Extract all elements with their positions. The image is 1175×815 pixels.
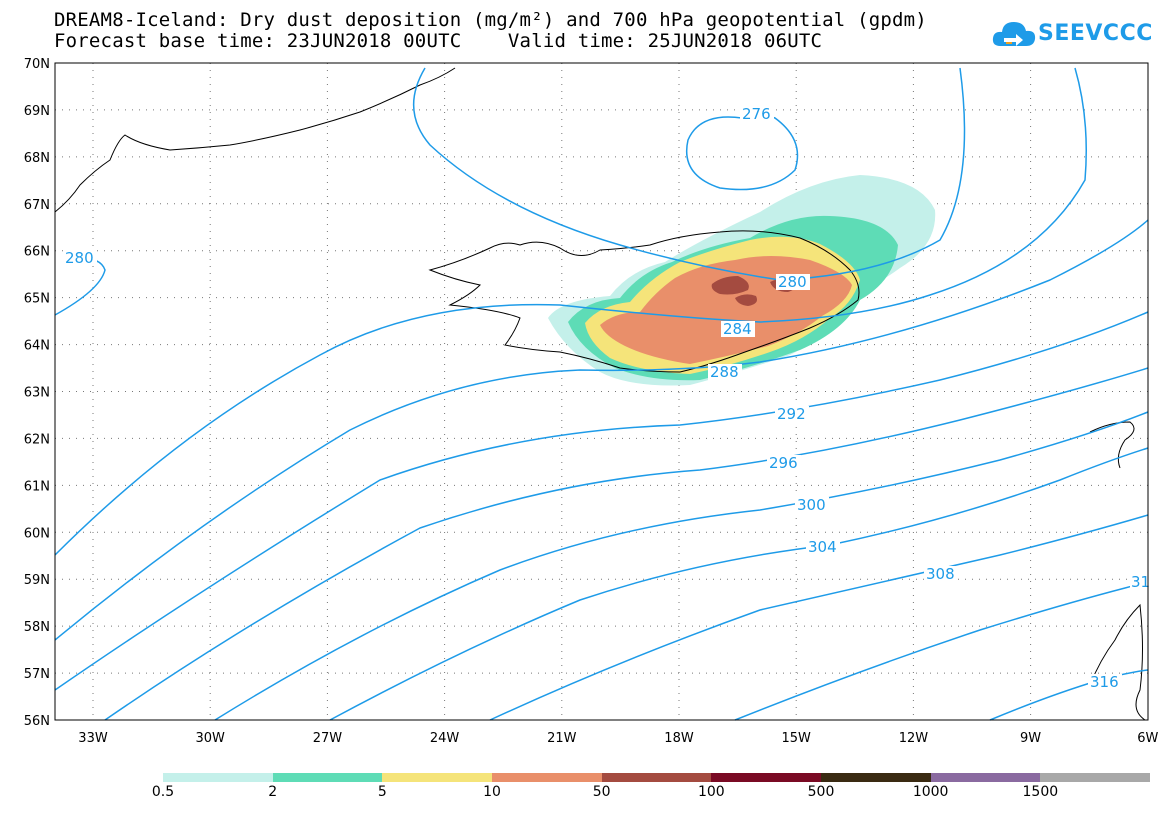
iceland-coast (428, 230, 860, 373)
contour-296 (104, 367, 1149, 721)
geopotential-contours (54, 67, 1149, 721)
legend-label: 100 (697, 784, 725, 800)
lat-tick-label: 70N (24, 57, 50, 72)
cloud-arrow-icon (992, 22, 1036, 46)
contour-label: 276 (742, 105, 771, 123)
legend-swatch (382, 773, 493, 782)
legend-label: 50 (592, 784, 611, 800)
legend-labels: 0.5 2 5 10 50 100 500 1000 1500 (0, 784, 1175, 804)
legend-swatch (711, 773, 822, 782)
lat-tick-label: 56N (24, 714, 50, 729)
legend-label: 1500 (1022, 784, 1059, 800)
lon-tick-label: 18W (664, 731, 694, 746)
lat-tick-label: 61N (24, 479, 50, 494)
contour-label: 300 (797, 496, 826, 514)
map-title: DREAM8-Iceland: Dry dust deposition (mg/… (54, 9, 927, 31)
lon-tick-label: 30W (195, 731, 225, 746)
greenland-coast (54, 67, 456, 213)
graticule (55, 63, 1148, 720)
contour-label: 304 (808, 538, 837, 556)
legend-label: 5 (377, 784, 387, 800)
contour-280-east (413, 67, 966, 281)
scotland-coast (1089, 603, 1146, 721)
logo-text: SEEVCCC (1038, 21, 1153, 46)
contour-292 (54, 311, 1149, 691)
lat-tick-label: 63N (24, 386, 50, 401)
map-subtitle: Forecast base time: 23JUN2018 00UTC Vali… (54, 30, 823, 52)
coastlines (54, 67, 1146, 721)
legend-label: 10 (483, 784, 501, 800)
lon-tick-label: 21W (547, 731, 577, 746)
legend-swatch (601, 773, 712, 782)
lon-labels: 33W 30W 27W 24W 21W 18W 15W 12W 9W 6W (78, 731, 1158, 746)
lon-tick-label: 33W (78, 731, 108, 746)
contour-284 (54, 67, 1087, 556)
contour-label: 316 (1090, 673, 1119, 691)
lon-tick-label: 6W (1137, 731, 1158, 746)
map-frame (54, 62, 1149, 721)
lon-tick-label: 9W (1020, 731, 1041, 746)
contour-288 (54, 219, 1149, 641)
lon-tick-label: 12W (899, 731, 929, 746)
lon-tick-label: 15W (781, 731, 811, 746)
contour-label: 280 (65, 249, 94, 267)
legend-label: 1000 (912, 784, 949, 800)
lat-tick-label: 66N (24, 245, 50, 260)
lat-tick-label: 65N (24, 292, 50, 307)
lat-tick-label: 59N (24, 573, 50, 588)
legend-label: 2 (268, 784, 278, 800)
legend-swatch (821, 773, 931, 782)
contour-label: 280 (778, 273, 807, 291)
lat-labels: 70N 69N 68N 67N 66N 65N 64N 63N 62N 61N 60N 59N 58N 5… (24, 57, 50, 729)
lat-tick-label: 67N (24, 198, 50, 213)
lat-tick-label: 64N (24, 339, 50, 354)
contour-276 (686, 114, 799, 191)
legend-label: 500 (807, 784, 835, 800)
contour-300 (214, 411, 1149, 721)
contour-label: 292 (777, 405, 806, 423)
lat-tick-label: 57N (24, 667, 50, 682)
legend-swatch (930, 773, 1041, 782)
contour-304 (329, 447, 1149, 721)
color-legend (163, 773, 1151, 782)
contour-label: 308 (926, 565, 955, 583)
contour-label: 284 (723, 320, 752, 338)
dust-deposition-field (548, 175, 936, 386)
legend-swatch (272, 773, 383, 782)
contour-label: 288 (710, 363, 739, 381)
contour-labels: 276 280 280 284 288 292 296 300 304 308 … (63, 105, 1150, 691)
contour-label: 31 (1131, 573, 1150, 591)
lat-tick-label: 68N (24, 151, 50, 166)
lat-tick-label: 60N (24, 526, 50, 541)
legend-swatch (163, 773, 273, 782)
legend-label: 0.5 (151, 784, 175, 800)
lat-tick-label: 58N (24, 620, 50, 635)
contour-312 (734, 581, 1149, 721)
contour-308 (489, 514, 1149, 721)
contour-316 (989, 669, 1149, 721)
faroe-coast (1089, 421, 1135, 469)
legend-swatch (492, 773, 602, 782)
lat-tick-label: 62N (24, 432, 50, 447)
contour-label: 296 (769, 454, 798, 472)
lat-tick-label: 69N (24, 104, 50, 119)
dust-level-50 (711, 276, 797, 306)
lon-tick-label: 24W (430, 731, 460, 746)
legend-swatch (1040, 773, 1151, 782)
seevccc-logo: SEEVCCC (990, 16, 1152, 56)
lon-tick-label: 27W (313, 731, 343, 746)
